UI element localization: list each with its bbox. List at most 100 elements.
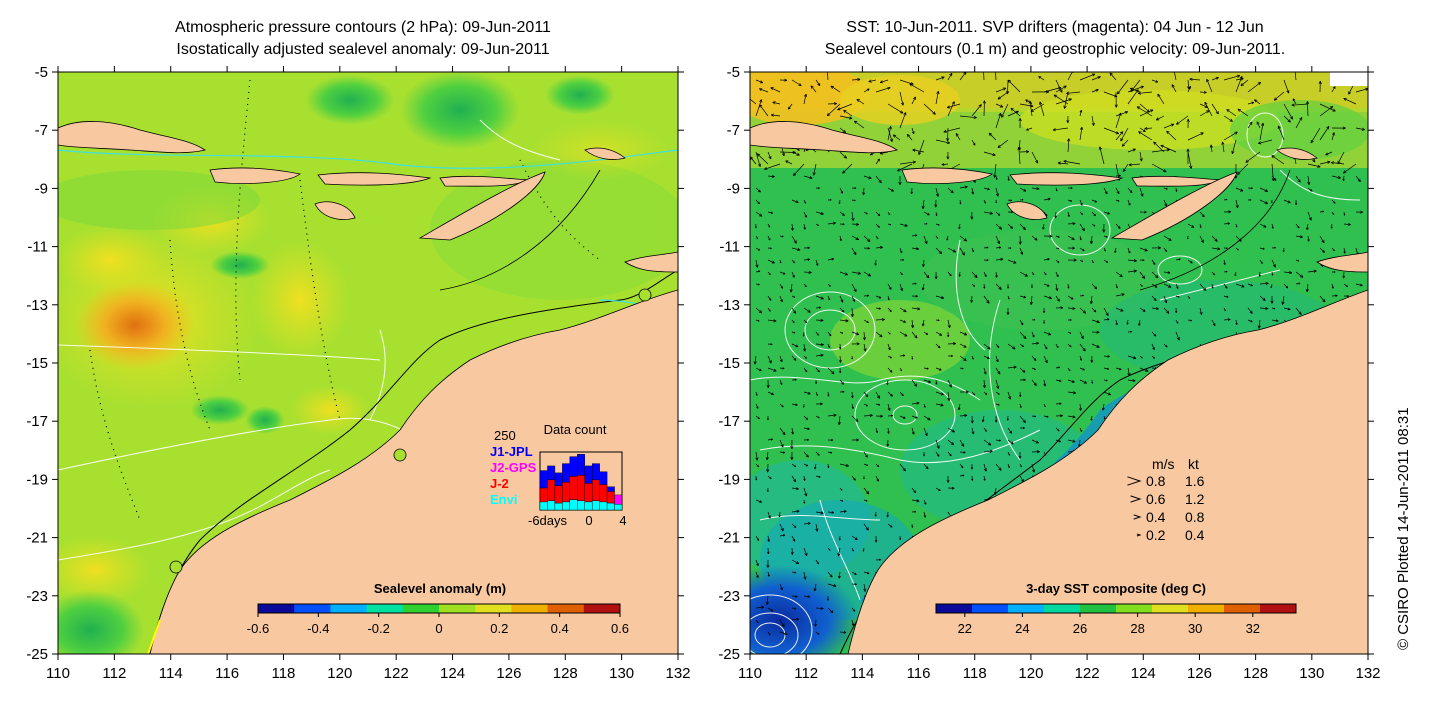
- velocity-arrow: [779, 451, 785, 454]
- velocity-arrow: [1259, 282, 1269, 285]
- velocity-arrow-head: [1035, 382, 1037, 386]
- velocity-arrow-head: [971, 467, 974, 470]
- velocity-arrow: [995, 72, 997, 81]
- velocity-arrow: [1247, 82, 1261, 93]
- velocity-arrow-head: [1156, 307, 1159, 310]
- right-colorbar-cell: [1152, 604, 1189, 613]
- velocity-arrow: [791, 475, 797, 483]
- inset-bar-j-2: [547, 479, 556, 501]
- velocity-arrow: [813, 163, 817, 176]
- velocity-arrow-head: [843, 110, 846, 114]
- velocity-arrow-head: [1082, 368, 1085, 371]
- velocity-arrow: [1343, 98, 1357, 105]
- velocity-arrow-head: [854, 583, 857, 585]
- velocity-arrow: [1151, 295, 1157, 301]
- velocity-arrow: [791, 151, 800, 156]
- velocity-arrow-head: [1012, 348, 1016, 350]
- inset-bar-j-2: [599, 484, 608, 503]
- velocity-arrow-head: [914, 336, 918, 339]
- velocity-arrow: [1063, 160, 1081, 165]
- velocity-arrow-head: [902, 102, 905, 106]
- velocity-arrow: [1042, 223, 1045, 230]
- velocity-arrow: [1007, 79, 1021, 93]
- velocity-arrow: [1115, 293, 1125, 297]
- inset-xtick-zero: 0: [585, 513, 592, 528]
- velocity-arrow-head: [985, 393, 988, 395]
- velocity-arrow: [1306, 283, 1309, 292]
- velocity-arrow: [899, 307, 907, 313]
- velocity-arrow-head: [879, 296, 882, 299]
- velocity-arrow-head: [879, 80, 883, 83]
- velocity-arrow-head: [1274, 246, 1276, 249]
- velocity-arrow-head: [982, 63, 983, 66]
- velocity-arrow-head: [765, 457, 768, 461]
- velocity-arrow: [1043, 355, 1048, 364]
- velocity-arrow-head: [1072, 439, 1076, 442]
- velocity-arrow-head: [794, 571, 797, 574]
- velocity-arrow-head: [994, 492, 997, 495]
- velocity-arrow-head: [1044, 360, 1048, 364]
- velocity-arrow-head: [1097, 344, 1100, 348]
- velocity-arrow-head: [791, 446, 794, 450]
- velocity-arrow: [839, 235, 842, 242]
- velocity-arrow: [803, 391, 811, 395]
- velocity-arrow: [1067, 439, 1076, 443]
- velocity-arrow: [911, 247, 919, 250]
- velocity-arrow-head: [1187, 237, 1189, 240]
- velocity-arrow: [1001, 103, 1009, 118]
- velocity-arrow: [995, 271, 998, 278]
- velocity-arrow: [851, 247, 857, 256]
- velocity-arrow: [1019, 475, 1025, 483]
- velocity-arrow-head: [831, 257, 834, 260]
- inset-legend-envi: Envi: [490, 492, 517, 507]
- velocity-arrow-head: [864, 337, 867, 341]
- velocity-arrow: [947, 343, 956, 345]
- velocity-arrow-head: [998, 403, 1000, 406]
- velocity-arrow: [826, 103, 841, 117]
- velocity-arrow: [803, 343, 806, 352]
- velocity-arrow: [851, 391, 853, 398]
- velocity-arrow-head: [1025, 150, 1030, 152]
- velocity-arrow: [1139, 367, 1149, 372]
- velocity-arrow: [971, 139, 976, 146]
- velocity-arrow: [791, 355, 797, 361]
- velocity-arrow: [994, 487, 997, 495]
- velocity-arrow-head: [766, 384, 769, 388]
- velocity-arrow: [772, 101, 781, 105]
- velocity-arrow-head: [978, 104, 982, 107]
- velocity-arrow-head: [953, 249, 956, 253]
- velocity-arrow: [755, 211, 763, 217]
- velocity-arrow: [863, 175, 872, 179]
- velocity-arrow: [947, 187, 954, 194]
- velocity-arrow: [1175, 283, 1179, 289]
- velocity-arrow-head: [1264, 224, 1267, 228]
- inset-bar-j-2: [584, 483, 593, 503]
- velocity-arrow: [1151, 79, 1159, 83]
- velocity-arrow-head: [1257, 82, 1261, 84]
- velocity-arrow: [1103, 211, 1110, 215]
- velocity-arrow: [750, 156, 757, 165]
- velocity-legend-ms: 0.6: [1146, 491, 1166, 507]
- velocity-arrow-head: [833, 103, 837, 106]
- velocity-arrow-head: [912, 160, 916, 163]
- velocity-arrow: [959, 331, 968, 336]
- right-title-line1: SST: 10-Jun-2011. SVP drifters (magenta)…: [846, 19, 1263, 36]
- velocity-arrow: [779, 619, 785, 627]
- velocity-arrow-head: [810, 85, 813, 89]
- velocity-arrow: [1211, 103, 1219, 115]
- velocity-arrow: [791, 618, 799, 621]
- velocity-arrow-head: [1000, 286, 1002, 290]
- left-colorbar-cell: [330, 604, 368, 613]
- velocity-arrow: [803, 427, 810, 430]
- velocity-arrow: [918, 139, 925, 155]
- velocity-arrow-head: [1206, 78, 1210, 82]
- velocity-arrow: [839, 379, 844, 385]
- velocity-arrow-head: [939, 345, 941, 349]
- velocity-arrow-head: [806, 464, 809, 467]
- velocity-arrow-head: [1098, 146, 1101, 150]
- velocity-arrow-head: [837, 421, 840, 426]
- velocity-arrow: [1103, 391, 1111, 396]
- velocity-arrow: [1319, 235, 1325, 244]
- velocity-arrow-head: [1127, 373, 1130, 376]
- velocity-arrow: [1090, 235, 1093, 244]
